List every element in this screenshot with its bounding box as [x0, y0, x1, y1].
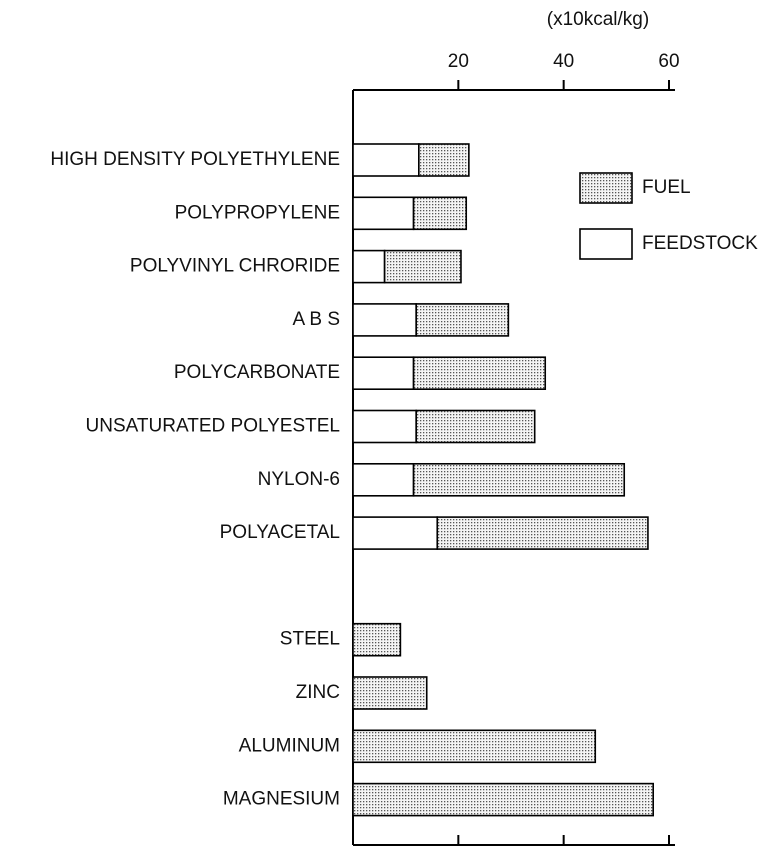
bar-segment: [352, 782, 655, 817]
bar-segment: [418, 143, 470, 177]
y-tick-label: MAGNESIUM: [223, 789, 340, 810]
legend-swatch: [579, 228, 633, 260]
bar-segment: [352, 676, 428, 710]
bar-segment: [415, 409, 536, 444]
bar-segment: [352, 729, 597, 764]
bar-segment: [412, 462, 626, 497]
legend-label: FEEDSTOCK: [642, 233, 758, 254]
y-tick-label: UNSATURATED POLYESTEL: [86, 416, 340, 437]
bar-segment: [352, 196, 415, 231]
bar-segment: [415, 303, 510, 337]
y-tick-label: A B S: [292, 309, 340, 330]
axis-label: (x10kcal/kg): [547, 9, 649, 30]
bar-segment: [352, 516, 439, 550]
legend-label: FUEL: [642, 177, 691, 198]
y-tick-label: POLYPROPYLENE: [175, 202, 340, 223]
y-tick-label: NYLON-6: [258, 469, 340, 490]
bar-segment: [352, 249, 386, 284]
legend-swatch: [579, 172, 633, 204]
bar-segment: [352, 143, 420, 177]
bar-segment: [352, 622, 402, 657]
y-tick-label: ALUMINUM: [239, 735, 340, 756]
x-tick-label: 20: [448, 51, 469, 72]
x-tick-label: 60: [658, 51, 679, 72]
bar-segment: [412, 356, 547, 391]
y-tick-label: STEEL: [280, 629, 340, 650]
y-tick-label: HIGH DENSITY POLYETHYLENE: [50, 149, 340, 170]
y-tick-label: POLYVINYL CHRORIDE: [130, 256, 340, 277]
bar-segment: [412, 196, 468, 231]
bar-segment: [383, 249, 462, 284]
y-tick-label: POLYCARBONATE: [174, 362, 340, 383]
bar-segment: [352, 462, 415, 497]
bar-segment: [352, 303, 418, 337]
y-tick-label: ZINC: [296, 682, 340, 703]
bar-segment: [352, 356, 415, 391]
bar-segment: [436, 516, 649, 550]
bar-segment: [352, 409, 418, 444]
y-tick-label: POLYACETAL: [220, 522, 340, 543]
x-tick-label: 40: [553, 51, 574, 72]
